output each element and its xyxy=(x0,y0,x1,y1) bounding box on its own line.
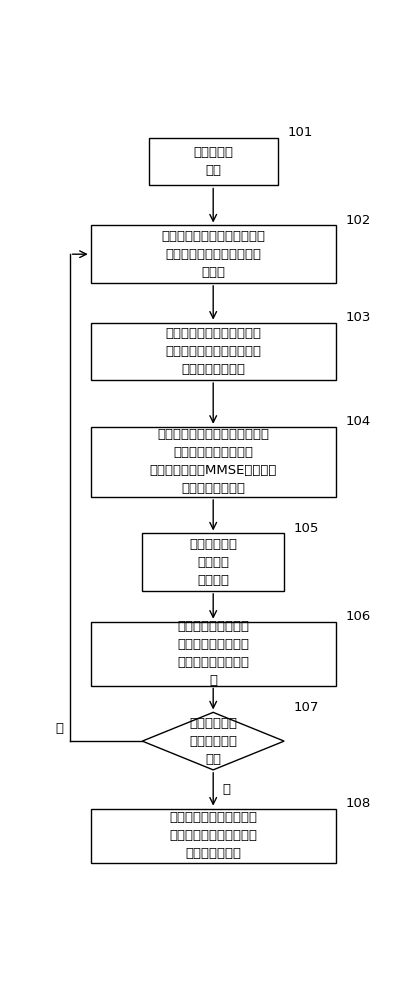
Text: 否: 否 xyxy=(55,722,63,735)
Text: 计算检测器向
译码器输
出的信息: 计算检测器向 译码器输 出的信息 xyxy=(189,538,237,587)
FancyBboxPatch shape xyxy=(142,533,284,591)
Text: 108: 108 xyxy=(345,797,371,810)
FancyBboxPatch shape xyxy=(91,622,336,686)
Text: 101: 101 xyxy=(287,126,313,139)
FancyBboxPatch shape xyxy=(91,427,336,497)
Polygon shape xyxy=(142,712,284,770)
Text: 103: 103 xyxy=(345,311,371,324)
FancyBboxPatch shape xyxy=(91,323,336,380)
FancyBboxPatch shape xyxy=(149,138,278,185)
Text: 计算每个波束内所有用户从
观测节点到变量节点传递消
息的均值和方差；: 计算每个波束内所有用户从 观测节点到变量节点传递消 息的均值和方差； xyxy=(165,327,261,376)
FancyBboxPatch shape xyxy=(91,225,336,283)
Text: 根据消息传递算法得到的均值和
方差，计算每个用户的
变量节点在迭代MMSE检测算法
中的均值和方差；: 根据消息传递算法得到的均值和 方差，计算每个用户的 变量节点在迭代MMSE检测算… xyxy=(149,428,277,495)
Text: 104: 104 xyxy=(345,415,371,428)
Text: 计算将每个用户从变量节点到
观测节点传递消息的均值和
方差；: 计算将每个用户从变量节点到 观测节点传递消息的均值和 方差； xyxy=(161,230,265,279)
Text: 根据检测器向译码器
输出的信息，译码器
向映射节点输出外信
息: 根据检测器向译码器 输出的信息，译码器 向映射节点输出外信 息 xyxy=(177,620,249,687)
Text: 是: 是 xyxy=(223,783,231,796)
Text: 102: 102 xyxy=(345,214,371,227)
Text: 判断是否完成
了指定的迭代
次数: 判断是否完成 了指定的迭代 次数 xyxy=(189,717,237,766)
Text: 初始化相关
参数: 初始化相关 参数 xyxy=(193,146,233,177)
Text: 将各个译码器的译码结果
作为当前时刻估计的各个
用户的发送符号: 将各个译码器的译码结果 作为当前时刻估计的各个 用户的发送符号 xyxy=(169,811,257,860)
Text: 106: 106 xyxy=(345,610,371,623)
Text: 107: 107 xyxy=(294,701,319,714)
Text: 105: 105 xyxy=(294,522,319,535)
FancyBboxPatch shape xyxy=(91,809,336,863)
